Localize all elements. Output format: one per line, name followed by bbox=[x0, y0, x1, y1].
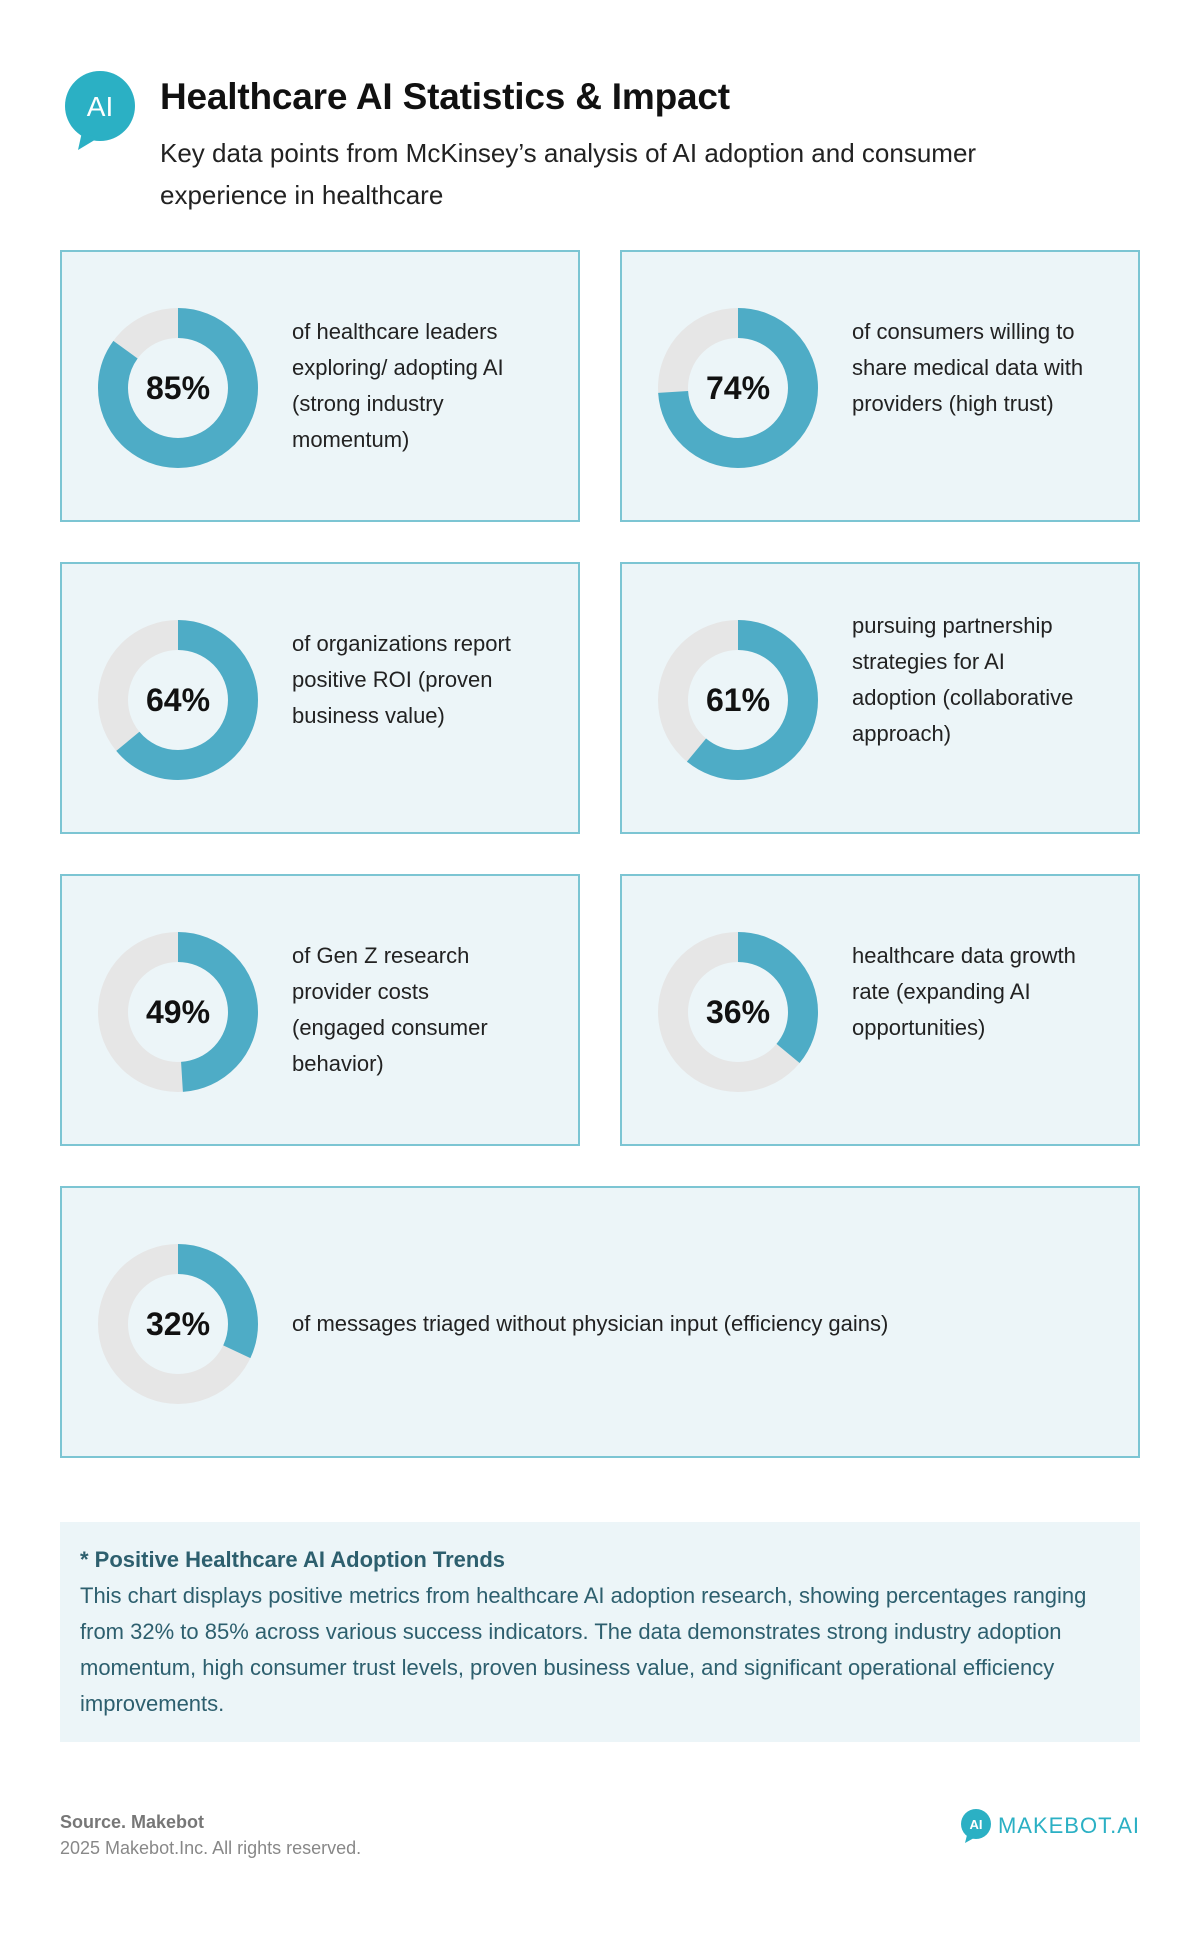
stat-value: 74% bbox=[705, 370, 771, 406]
stat-description: of healthcare leaders exploring/ adoptin… bbox=[292, 319, 504, 452]
stat-value: 85% bbox=[145, 370, 211, 406]
stat-description: of consumers willing to share medical da… bbox=[852, 319, 1084, 416]
stat-card: 64% of organizations report positive ROI… bbox=[60, 562, 580, 834]
donut-chart: 61% bbox=[658, 620, 818, 780]
note-title: * Positive Healthcare AI Adoption Trends bbox=[80, 1547, 506, 1572]
header: AI Healthcare AI Statistics & Impact Key… bbox=[60, 68, 1140, 218]
page-title: Healthcare AI Statistics & Impact bbox=[160, 76, 730, 117]
brand-icon-text: AI bbox=[969, 1817, 982, 1832]
donut-chart: 32% bbox=[98, 1244, 258, 1404]
stat-card: 85% of healthcare leaders exploring/ ado… bbox=[60, 250, 580, 522]
donut-arc bbox=[98, 932, 258, 1092]
donut-arc bbox=[98, 1244, 258, 1404]
donut-arc bbox=[98, 308, 258, 468]
donut-chart: 36% bbox=[658, 932, 818, 1092]
donut-chart: 49% bbox=[98, 932, 258, 1092]
ai-chat-logo-icon: AI bbox=[65, 71, 135, 150]
logo-text: AI bbox=[87, 91, 113, 122]
footer-source: Source. Makebot bbox=[60, 1812, 205, 1832]
summary-note: * Positive Healthcare AI Adoption Trends… bbox=[60, 1522, 1140, 1742]
donut-svg bbox=[658, 932, 818, 1092]
donut-arc bbox=[658, 932, 818, 1092]
stat-value: 61% bbox=[705, 682, 771, 718]
stat-value: 49% bbox=[145, 994, 211, 1030]
stat-card: 36% healthcare data growth rate (expandi… bbox=[620, 874, 1140, 1146]
donut-svg bbox=[658, 308, 818, 468]
donut-arc bbox=[98, 620, 258, 780]
brand-name: MAKEBOT.AI bbox=[997, 1813, 1140, 1838]
stat-card: 32% of messages triaged without physicia… bbox=[60, 1186, 1140, 1458]
stat-description: of Gen Z research provider costs (engage… bbox=[292, 943, 488, 1076]
note-body: This chart displays positive metrics fro… bbox=[80, 1583, 1087, 1716]
stat-description: healthcare data growth rate (expanding A… bbox=[852, 943, 1076, 1040]
stat-description: of organizations report positive ROI (pr… bbox=[292, 631, 511, 728]
donut-svg bbox=[658, 620, 818, 780]
donut-chart: 74% bbox=[658, 308, 818, 468]
stat-value: 36% bbox=[705, 994, 771, 1030]
stat-card: 74% of consumers willing to share medica… bbox=[620, 250, 1140, 522]
donut-arc bbox=[658, 308, 818, 468]
donut-svg bbox=[98, 932, 258, 1092]
footer-copyright: 2025 Makebot.Inc. All rights reserved. bbox=[60, 1838, 362, 1858]
brand-logo: AI MAKEBOT.AI bbox=[960, 1808, 1140, 1844]
stat-description: of messages triaged without physician in… bbox=[292, 1311, 889, 1336]
stat-description: pursuing partnership strategies for AI a… bbox=[852, 613, 1074, 746]
stat-card: 61% pursuing partnership strategies for … bbox=[620, 562, 1140, 834]
stat-card: 49% of Gen Z research provider costs (en… bbox=[60, 874, 580, 1146]
donut-svg bbox=[98, 308, 258, 468]
page-subtitle: Key data points from McKinsey’s analysis… bbox=[160, 138, 977, 210]
stat-value: 32% bbox=[145, 1306, 211, 1342]
makebot-logo-icon: AI bbox=[960, 1809, 991, 1843]
donut-svg bbox=[98, 1244, 258, 1404]
donut-chart: 85% bbox=[98, 308, 258, 468]
donut-arc bbox=[658, 620, 818, 780]
donut-svg bbox=[98, 620, 258, 780]
donut-chart: 64% bbox=[98, 620, 258, 780]
stat-value: 64% bbox=[145, 682, 211, 718]
